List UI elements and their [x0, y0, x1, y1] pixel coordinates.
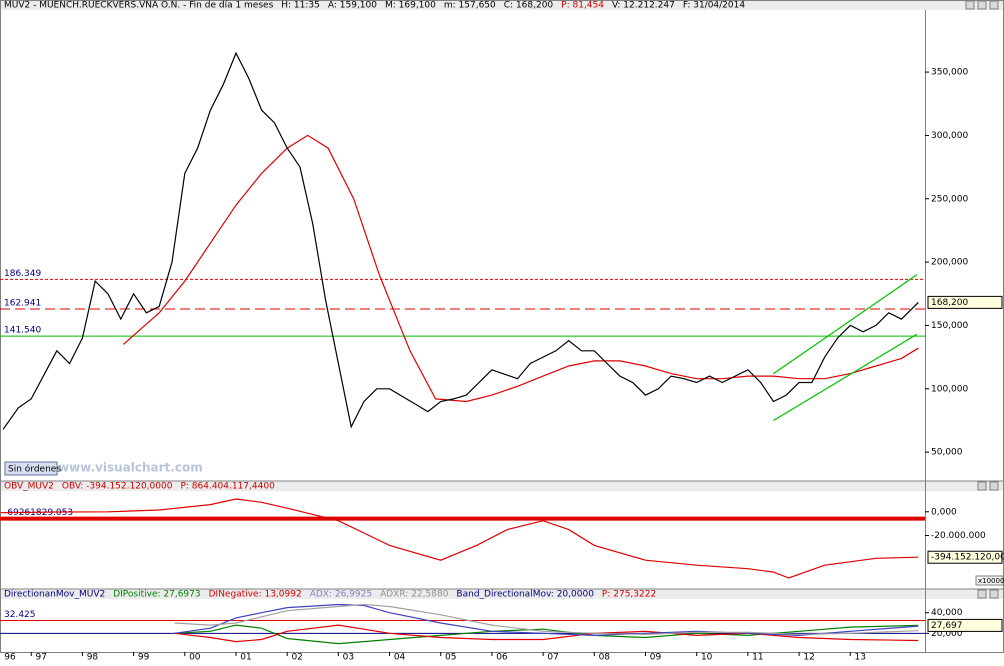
header-text: P: 275,3222: [602, 590, 656, 600]
window-button[interactable]: [989, 481, 999, 491]
x-tick-label: 11: [752, 653, 763, 663]
x-tick-label: 01: [240, 653, 251, 663]
header-text: P: 864.404.117,4400: [180, 482, 275, 492]
header-text: OBV_MUV2: [4, 482, 54, 492]
header-text: ADX: 26,9925: [310, 590, 372, 600]
header-text: P: 81,454: [561, 1, 604, 11]
x-tick-label: 08: [599, 653, 611, 663]
header-text: C: 168,200: [504, 1, 554, 11]
x-tick-label: 00: [189, 653, 201, 663]
level-label: 186.349: [4, 269, 41, 279]
x-tick-label: 96: [4, 653, 16, 663]
last-value-box: [927, 618, 1003, 632]
x-tick-label: 99: [138, 653, 150, 663]
header-bar: [0, 0, 1004, 10]
x-tick-label: 05: [445, 653, 456, 663]
x-tick-label: 13: [855, 653, 866, 663]
x-tick-label: 02: [291, 653, 302, 663]
button-label[interactable]: x10000: [978, 577, 1004, 585]
x-tick-label: 06: [496, 653, 508, 663]
y-tick-label: 0,000: [931, 507, 957, 517]
indicator-line: [174, 603, 919, 637]
x-tick-label: 10: [701, 653, 713, 663]
watermark: www.visualchart.com: [58, 461, 203, 475]
button-label[interactable]: Sin órdenes: [8, 464, 61, 475]
overlay-line: [773, 274, 918, 375]
header-text: DirectionanMov_MUV2: [4, 590, 105, 600]
last-value-box: [927, 295, 1003, 309]
overlay-line: [123, 134, 919, 403]
button[interactable]: [4, 461, 58, 476]
window-button[interactable]: [977, 589, 987, 599]
x-tick-label: 07: [547, 653, 558, 663]
y-tick-label: 200,000: [931, 258, 968, 268]
header-text: MUV2 - MUENCH.RUECKVERS.VNA O.N. - Fin d…: [4, 1, 274, 11]
y-tick-label: 300,000: [931, 131, 968, 141]
x-tick-label: 04: [394, 653, 406, 663]
window-button[interactable]: [989, 589, 999, 599]
header-text: DINegative: 13,0992: [209, 590, 302, 600]
x-tick-label: 03: [343, 653, 354, 663]
last-value-label: 168,200: [931, 298, 968, 308]
header-text: M: 169,100: [385, 1, 436, 11]
header-text: ADXR: 22,5880: [380, 590, 449, 600]
x-tick-label: 98: [87, 653, 99, 663]
header-bar: [0, 481, 1004, 491]
indicator-line: [174, 603, 919, 636]
x-tick-label: 09: [650, 653, 662, 663]
last-value-label: 27,697: [931, 621, 963, 631]
indicator-line: [174, 624, 919, 645]
window-button[interactable]: [965, 0, 975, 10]
y-tick-label: 150,000: [931, 321, 968, 331]
header-text: Band_DirectionalMov: 20,0000: [456, 590, 594, 600]
y-tick-label: -20.000.000: [931, 531, 986, 541]
header-bar: [0, 589, 1004, 599]
header-text: H: 11:35: [281, 1, 320, 11]
header-text: m: 157,650: [444, 1, 496, 11]
level-label: -69261829.053: [4, 508, 73, 518]
last-value-label: -394.152.120,00: [931, 553, 1004, 563]
y-tick-label: 20,000: [931, 629, 963, 639]
level-label: 32.425: [4, 610, 36, 620]
header-text: DIPositive: 27,6973: [113, 590, 200, 600]
last-value-box: [927, 550, 1003, 564]
header-text: F: 31/04/2014: [683, 1, 746, 11]
window-button[interactable]: [977, 0, 987, 10]
y-tick-label: 40,000: [931, 608, 963, 618]
y-tick-label: 50,000: [931, 448, 963, 458]
y-tick-label: 100,000: [931, 384, 968, 394]
y-tick-label: 250,000: [931, 194, 968, 204]
overlay-line: [773, 333, 918, 422]
x-tick-label: 12: [803, 653, 814, 663]
window-button[interactable]: [989, 0, 999, 10]
header-text: OBV: -394.152.120,0000: [62, 482, 173, 492]
price-line: [2, 51, 919, 430]
window-button[interactable]: [977, 481, 987, 491]
price-line: [0, 498, 919, 579]
level-label: 162.941: [4, 299, 41, 309]
header-text: V: 12.212.247: [612, 1, 675, 11]
window-buttons: [965, 0, 999, 599]
y-tick-label: 350,000: [931, 68, 968, 78]
header-text: A: 159,100: [328, 1, 377, 11]
x-tick-label: 97: [35, 653, 46, 663]
level-label: 141.540: [4, 326, 41, 336]
button[interactable]: [975, 575, 1004, 586]
